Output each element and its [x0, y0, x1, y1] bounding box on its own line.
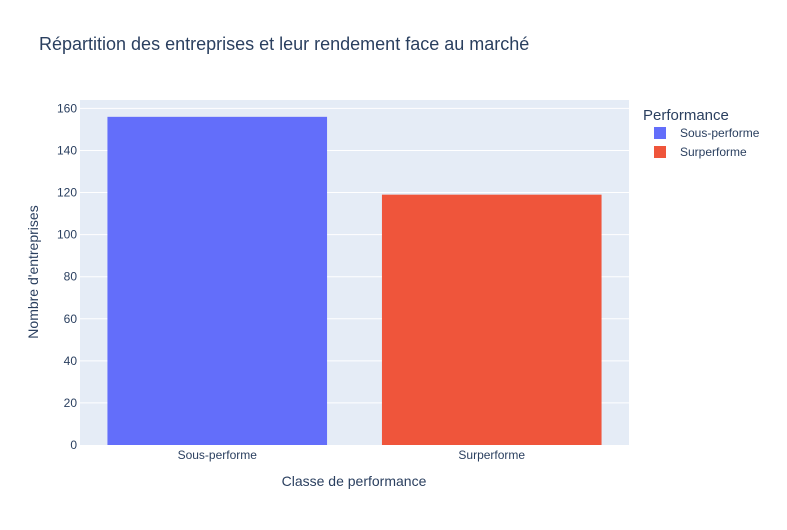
- legend: Performance Sous-performe Surperforme: [643, 107, 760, 159]
- x-axis-ticks: Sous-performe Surperforme: [178, 448, 526, 462]
- legend-swatch: [654, 127, 666, 139]
- y-axis-ticks: 0 20 40 60 80 100 120 140 160: [57, 101, 77, 452]
- x-tick-label: Sous-performe: [178, 448, 258, 462]
- legend-items: Sous-performe Surperforme: [654, 126, 760, 159]
- bars: [107, 116, 602, 445]
- bar-sous-performe[interactable]: [107, 116, 328, 445]
- legend-title: Performance: [643, 107, 729, 124]
- legend-swatch: [654, 146, 666, 158]
- y-tick-label: 80: [64, 270, 78, 284]
- chart-title: Répartition des entreprises et leur rend…: [39, 34, 529, 54]
- legend-item[interactable]: Surperforme: [654, 145, 747, 159]
- legend-label: Surperforme: [680, 145, 747, 159]
- y-tick-label: 160: [57, 101, 77, 115]
- y-tick-label: 20: [64, 396, 78, 410]
- x-tick-label: Surperforme: [458, 448, 525, 462]
- y-tick-label: 0: [70, 438, 77, 452]
- y-tick-label: 40: [64, 354, 78, 368]
- bar-surperforme[interactable]: [381, 194, 602, 445]
- legend-label: Sous-performe: [680, 126, 760, 140]
- y-tick-label: 100: [57, 228, 77, 242]
- legend-item[interactable]: Sous-performe: [654, 126, 760, 140]
- x-axis-title: Classe de performance: [282, 473, 427, 489]
- y-tick-label: 140: [57, 143, 77, 157]
- y-axis-title: Nombre d'entreprises: [25, 205, 41, 338]
- y-tick-label: 60: [64, 312, 78, 326]
- y-tick-label: 120: [57, 186, 77, 200]
